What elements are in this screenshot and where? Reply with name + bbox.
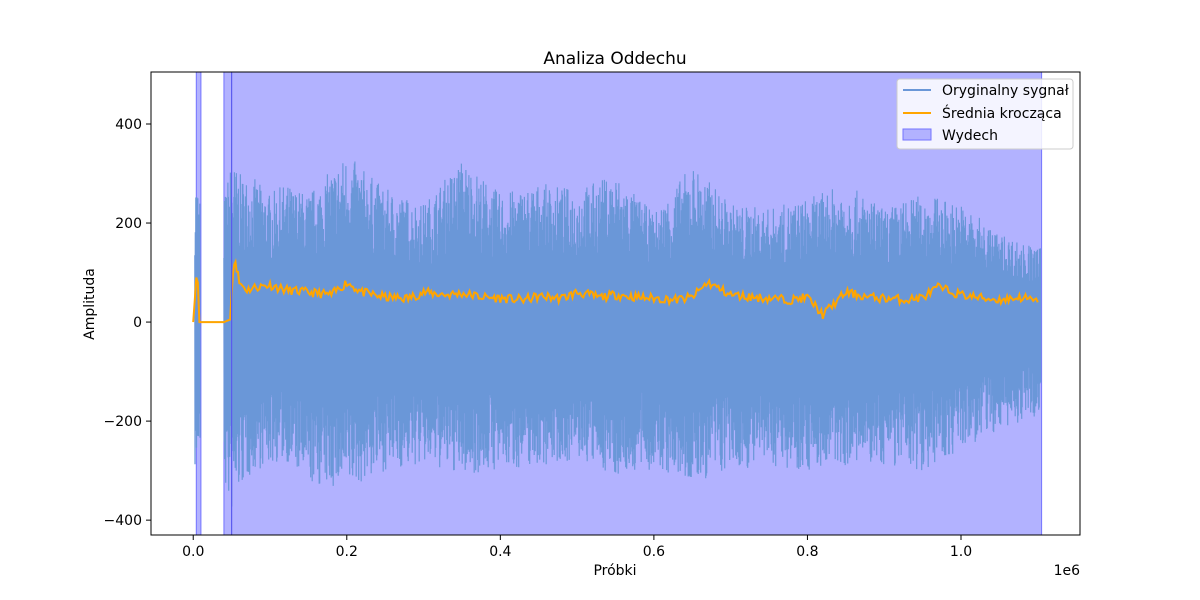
chart-title: Analiza Oddechu xyxy=(543,49,686,69)
x-tick-label: 0.2 xyxy=(336,544,358,560)
y-tick-label: 200 xyxy=(115,216,142,232)
x-tick-label: 1.0 xyxy=(950,544,972,560)
legend: Oryginalny sygnał Średnia krocząca Wydec… xyxy=(896,78,1074,150)
x-tick-label: 0.0 xyxy=(182,544,204,560)
legend-label-signal: Oryginalny sygnał xyxy=(942,83,1069,99)
y-tick-label: 0 xyxy=(133,315,142,331)
x-tick-label: 0.4 xyxy=(489,544,511,560)
x-tick-label: 0.8 xyxy=(796,544,818,560)
axes: 0.0 0.2 0.4 0.6 0.8 1.0 −400 −200 0 200 400 xyxy=(104,71,1081,560)
axes-frame xyxy=(150,71,1081,536)
y-tick-label: 400 xyxy=(115,117,142,133)
legend-label-moving-average: Średnia krocząca xyxy=(942,104,1062,122)
moving-average-line xyxy=(192,258,1039,324)
legend-label-exhale: Wydech xyxy=(942,128,998,144)
x-tick-label: 0.6 xyxy=(643,544,665,560)
y-tick-label: −400 xyxy=(104,513,142,529)
x-axis-label: Próbki xyxy=(593,563,636,579)
signal-trace-2 xyxy=(223,161,1042,507)
legend-frame xyxy=(896,78,1074,150)
legend-swatch-exhale xyxy=(902,128,932,141)
y-axis-label: Amplituda xyxy=(82,268,98,340)
y-tick-label: −200 xyxy=(104,414,142,430)
x-axis-offset-label: 1e6 xyxy=(1054,563,1081,579)
